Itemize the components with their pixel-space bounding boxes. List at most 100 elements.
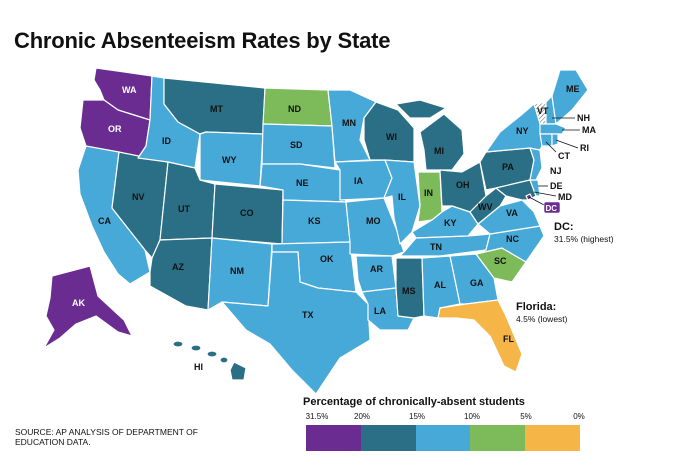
label-ms: MS <box>402 286 416 296</box>
label-ks: KS <box>308 216 321 226</box>
hi-island-5 <box>229 361 247 381</box>
dc-label-box <box>543 201 561 214</box>
label-mo: MO <box>366 216 381 226</box>
label-or: OR <box>108 124 122 134</box>
hi-island-3 <box>206 350 218 358</box>
label-mt: MT <box>210 104 223 114</box>
callout-dc-body: 31.5% (highest) <box>554 234 614 244</box>
label-sc: SC <box>494 256 507 266</box>
label-nd: ND <box>288 104 301 114</box>
legend-tick-2: 15% <box>408 412 426 421</box>
label-oh: OH <box>456 180 470 190</box>
state-ny <box>485 103 543 153</box>
label-il: IL <box>398 192 407 202</box>
legend-tick-4: 5% <box>520 412 532 421</box>
label-in: IN <box>424 188 433 198</box>
state-ak <box>43 265 133 349</box>
label-tx: TX <box>302 310 314 320</box>
state-ma <box>539 123 567 135</box>
hi-island-4 <box>219 356 229 364</box>
legend-ticks: 31.5% 20% 15% 10% 5% 0% <box>290 412 600 424</box>
label-ma: MA <box>582 125 596 135</box>
label-ri: RI <box>580 143 589 153</box>
state-ri <box>551 133 559 147</box>
label-mi: MI <box>434 146 444 156</box>
legend-swatch-yellow <box>525 425 580 451</box>
state-hi <box>172 340 247 381</box>
source-note: SOURCE: AP ANALYSIS OF DEPARTMENT OF EDU… <box>15 427 198 447</box>
label-md: MD <box>558 192 572 202</box>
legend-swatch-green <box>470 425 526 451</box>
legend-tick-1: 20% <box>353 412 371 421</box>
label-id: ID <box>162 136 172 146</box>
label-nv: NV <box>132 192 145 202</box>
leader-ri <box>555 139 579 149</box>
hi-island-2 <box>190 344 202 352</box>
label-mn: MN <box>342 118 356 128</box>
label-ak: AK <box>72 298 85 308</box>
label-wv: WV <box>478 202 493 212</box>
chart-title: Chronic Absenteeism Rates by State <box>14 28 391 53</box>
label-vt: VT <box>537 106 549 116</box>
legend-color-bar <box>306 425 580 451</box>
label-dc: DC <box>546 204 558 213</box>
callout-florida-body: 4.5% (lowest) <box>516 314 568 324</box>
state-fl <box>437 299 523 373</box>
state-ar <box>355 255 397 293</box>
leader-ct <box>545 141 557 153</box>
state-mi-up <box>395 99 447 119</box>
label-nh: NH <box>577 113 590 123</box>
state-wy <box>199 131 264 187</box>
leader-md <box>533 191 557 197</box>
legend-swatch-purple <box>306 425 361 451</box>
label-ca: CA <box>98 216 111 226</box>
legend-swatch-dark-teal <box>360 425 416 451</box>
state-il <box>383 159 421 245</box>
label-ct: CT <box>558 151 570 161</box>
label-co: CO <box>240 208 254 218</box>
label-nj: NJ <box>550 166 562 176</box>
legend-tick-5: 0% <box>573 412 585 421</box>
label-al: AL <box>434 280 446 290</box>
legend-tick-0: 31.5% <box>305 412 329 421</box>
state-sd <box>261 123 336 169</box>
label-la: LA <box>374 306 386 316</box>
label-ky: KY <box>444 218 457 228</box>
state-mn <box>327 89 377 163</box>
label-wi: WI <box>386 132 397 142</box>
legend-swatch-light-blue <box>415 425 471 451</box>
state-mo <box>345 197 405 257</box>
legend-tick-3: 10% <box>463 412 481 421</box>
label-ia: IA <box>354 176 364 186</box>
label-pa: PA <box>502 162 514 172</box>
state-az <box>149 237 213 311</box>
label-ne: NE <box>296 178 309 188</box>
label-ar: AR <box>370 264 383 274</box>
label-de: DE <box>550 181 563 191</box>
callout-dc-title: DC: <box>554 221 574 233</box>
leader-dc <box>528 196 547 207</box>
label-ga: GA <box>470 278 484 288</box>
label-az: AZ <box>172 262 184 272</box>
label-hi: HI <box>194 362 203 372</box>
state-ia <box>334 159 393 201</box>
state-tx <box>221 251 371 395</box>
state-mi <box>419 113 465 171</box>
label-sd: SD <box>290 140 303 150</box>
label-nc: NC <box>506 234 519 244</box>
state-ct <box>539 133 553 147</box>
state-tn <box>399 233 491 257</box>
label-ut: UT <box>178 204 190 214</box>
label-fl: FL <box>503 334 514 344</box>
label-wy: WY <box>222 155 237 165</box>
callout-florida-title: Florida: <box>516 301 556 313</box>
label-nm: NM <box>230 266 244 276</box>
label-ok: OK <box>320 254 334 264</box>
label-me: ME <box>566 84 580 94</box>
hi-island-1 <box>172 340 184 348</box>
label-va: VA <box>506 208 518 218</box>
label-tn: TN <box>430 242 442 252</box>
label-wa: WA <box>122 85 137 95</box>
label-ny: NY <box>516 126 529 136</box>
legend-title: Percentage of chronically-absent student… <box>303 396 525 408</box>
